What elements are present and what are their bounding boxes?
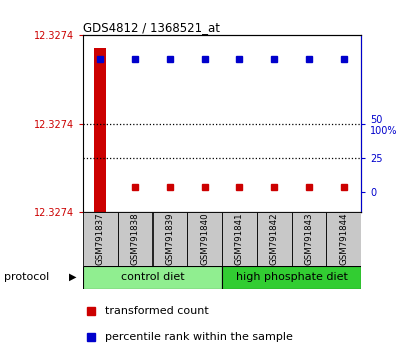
Text: GDS4812 / 1368521_at: GDS4812 / 1368521_at	[83, 21, 220, 34]
FancyBboxPatch shape	[292, 212, 326, 266]
FancyBboxPatch shape	[222, 212, 257, 266]
Bar	[94, 48, 107, 212]
Text: GSM791843: GSM791843	[305, 213, 313, 265]
Text: percentile rank within the sample: percentile rank within the sample	[105, 332, 293, 342]
Text: GSM791839: GSM791839	[166, 213, 174, 265]
Text: GSM791840: GSM791840	[200, 213, 209, 265]
FancyBboxPatch shape	[257, 212, 291, 266]
Text: ▶: ▶	[69, 272, 77, 282]
FancyBboxPatch shape	[118, 212, 152, 266]
Text: GSM791844: GSM791844	[339, 213, 348, 265]
FancyBboxPatch shape	[83, 266, 222, 289]
Text: high phosphate diet: high phosphate diet	[236, 272, 347, 282]
FancyBboxPatch shape	[222, 266, 361, 289]
Text: control diet: control diet	[121, 272, 184, 282]
FancyBboxPatch shape	[83, 212, 118, 266]
FancyBboxPatch shape	[326, 212, 361, 266]
Text: GSM791842: GSM791842	[270, 213, 278, 265]
Text: GSM791838: GSM791838	[131, 213, 139, 265]
FancyBboxPatch shape	[187, 212, 222, 266]
Text: transformed count: transformed count	[105, 306, 208, 316]
FancyBboxPatch shape	[153, 212, 187, 266]
Text: protocol: protocol	[4, 272, 49, 282]
Text: GSM791837: GSM791837	[96, 213, 105, 265]
Text: GSM791841: GSM791841	[235, 213, 244, 265]
